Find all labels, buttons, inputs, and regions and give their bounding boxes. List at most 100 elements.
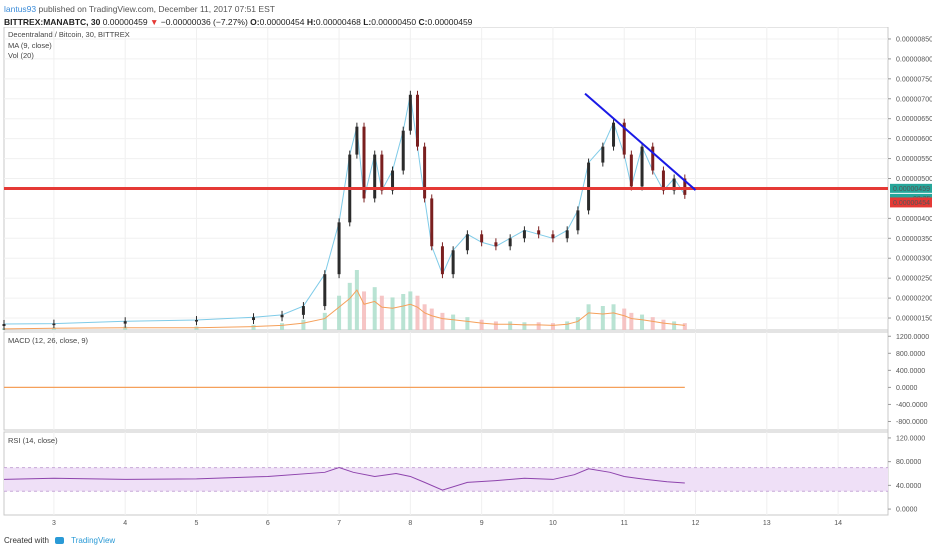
candle-body (672, 178, 676, 191)
volume-bar (451, 314, 456, 330)
candle-body (629, 154, 633, 187)
created-with-text: Created with (4, 536, 49, 545)
volume-bar (347, 282, 352, 330)
volume-bar (672, 321, 677, 330)
volume-bar (390, 297, 395, 330)
macd-tick-label: -800.0000 (896, 419, 928, 426)
y-tick-label: 0.00000700 (896, 96, 932, 103)
x-tick-label: 7 (337, 520, 341, 527)
footer: Created with TradingView (4, 536, 115, 545)
volume-bar (429, 308, 434, 330)
change-text: −0.00000036 (−7.27%) (160, 17, 248, 27)
y-tick-label: 0.00000350 (896, 236, 932, 243)
y-tick-label: 0.00000550 (896, 156, 932, 163)
y-tick-label: 0.00000300 (896, 256, 932, 263)
candle-body (576, 210, 580, 231)
last-price: 0.00000459 (102, 17, 148, 27)
candle-body (423, 146, 427, 199)
x-tick-label: 6 (266, 520, 270, 527)
macd-tick-label: 800.0000 (896, 351, 925, 358)
tradingview-brand[interactable]: TradingView (71, 536, 116, 545)
rsi-line (3, 467, 685, 491)
candle-body (651, 146, 655, 171)
candle-body (52, 323, 56, 326)
volume-bar (661, 319, 666, 330)
main-chart-title: Decentraland / Bitcoin, 30, BITTREX (8, 30, 130, 39)
volume-bar (280, 323, 285, 330)
volume-bar (465, 317, 470, 330)
candle-body (640, 146, 644, 187)
volume-bar (550, 323, 555, 330)
y-tick-label: 0.00000500 (896, 176, 932, 183)
candle-body (661, 170, 665, 191)
y-tick-label: 0.00000750 (896, 76, 932, 83)
main-legend-entry: Vol (20) (8, 51, 34, 60)
x-tick-label: 9 (480, 520, 484, 527)
rsi-tick-label: 40.0000 (896, 483, 921, 490)
open-value: 0.00000454 (259, 17, 305, 27)
volume-bar (629, 312, 634, 330)
rsi-tick-label: 0.0000 (896, 507, 918, 514)
volume-bar (575, 317, 580, 330)
volume-bar (301, 319, 306, 330)
candle-body (565, 230, 569, 239)
close-label: C: (418, 17, 428, 27)
volume-bar (415, 295, 420, 330)
y-tick-label: 0.00000200 (896, 296, 932, 303)
last-price-label: 0.00000459 (893, 186, 930, 193)
support-price-label: 0.00000454 (893, 200, 930, 207)
x-tick-label: 13 (763, 520, 771, 527)
volume-bar (622, 308, 627, 330)
candle-body (194, 320, 198, 322)
y-tick-label: 0.00000600 (896, 136, 932, 143)
candle-body (123, 321, 127, 324)
y-tick-label: 0.00000650 (896, 116, 932, 123)
x-tick-label: 5 (195, 520, 199, 527)
candle-body (355, 126, 359, 155)
candle-body (451, 250, 455, 275)
volume-bar (251, 324, 256, 330)
y-tick-label: 0.00000850 (896, 36, 932, 43)
candle-body (391, 170, 395, 191)
x-tick-label: 10 (549, 520, 557, 527)
volume-bar (650, 317, 655, 330)
volume-bar (479, 319, 484, 330)
volume-bar (586, 304, 591, 330)
volume-bar (600, 306, 605, 330)
x-tick-label: 4 (123, 520, 127, 527)
candle-body (683, 178, 687, 195)
volume-bar (401, 294, 406, 330)
candle-body (373, 154, 377, 199)
x-tick-label: 14 (834, 520, 842, 527)
low-label: L: (363, 17, 372, 27)
volume-bar (372, 287, 377, 330)
author-link[interactable]: lantus93 (4, 4, 37, 14)
candle-body (362, 126, 366, 199)
y-tick-label: 0.00000800 (896, 56, 932, 63)
support-price-tag (890, 197, 932, 208)
volume-bar (682, 323, 687, 330)
macd-tick-label: 0.0000 (896, 385, 918, 392)
candle-body (280, 314, 284, 318)
high-value: 0.00000468 (315, 17, 361, 27)
candle-body (440, 246, 444, 275)
candle-body (551, 234, 555, 239)
trading-chart[interactable]: 3 4 5 6 7 8 9 10 11 12 13 14 0.00000850 0.00000800 0.0… (0, 27, 932, 533)
volume-bar (611, 304, 616, 330)
volume-bar (565, 321, 570, 330)
rsi-title: RSI (14, close) (8, 436, 58, 445)
candle-body (612, 122, 616, 147)
candle-body (465, 234, 469, 251)
high-label: H: (306, 17, 316, 27)
volume-bar (508, 321, 513, 330)
candle-body (408, 94, 412, 131)
publish-info: lantus93 published on TradingView.com, D… (4, 4, 275, 14)
candle-body (401, 130, 405, 171)
candle-body (587, 162, 591, 211)
volume-bar (536, 322, 541, 330)
rsi-tick-label: 120.0000 (896, 435, 925, 442)
macd-tick-label: -400.0000 (896, 402, 928, 409)
candle-body (522, 230, 526, 239)
candle-body (494, 242, 498, 247)
volume-bar (354, 270, 359, 330)
